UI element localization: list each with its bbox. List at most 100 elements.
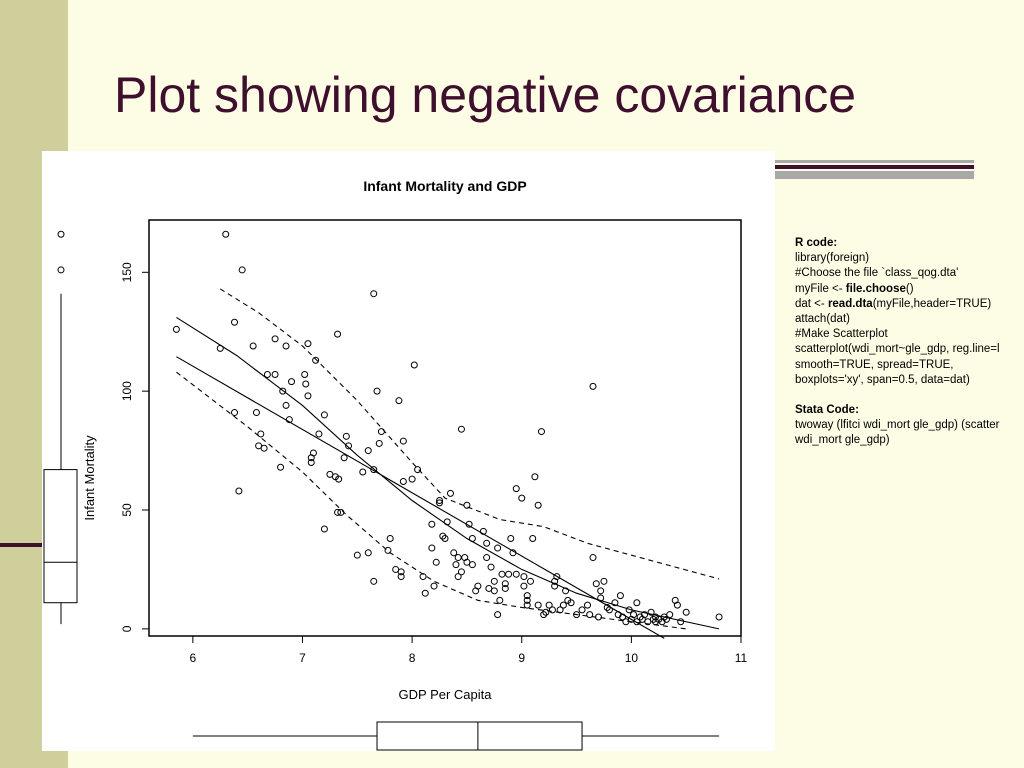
data-point: [432, 558, 440, 566]
data-point: [589, 554, 597, 562]
data-point: [249, 342, 257, 350]
data-point: [662, 615, 670, 623]
data-point: [603, 603, 611, 611]
data-point: [410, 361, 418, 369]
data-point: [260, 444, 268, 452]
data-point: [457, 425, 465, 433]
data-point: [505, 570, 513, 578]
decorative-bars: [774, 160, 974, 180]
code-text: boxplots='xy', span=0.5, data=dat): [795, 373, 970, 386]
data-point: [682, 608, 690, 616]
data-point: [559, 601, 567, 609]
data-point: [370, 577, 378, 585]
data-point: [370, 290, 378, 298]
data-point: [384, 546, 392, 554]
data-point: [633, 599, 641, 607]
data-point: [542, 608, 550, 616]
data-point: [428, 520, 436, 528]
code-text: myFile <-: [795, 282, 846, 295]
r-code-line: #Make Scatterplot: [795, 327, 1024, 342]
data-point: [238, 266, 246, 274]
data-point: [463, 501, 471, 509]
data-point: [518, 494, 526, 502]
data-point: [501, 580, 509, 588]
data-point: [483, 539, 491, 547]
data-point: [520, 582, 528, 590]
y-tick-label: 100: [120, 381, 134, 401]
data-point: [597, 594, 605, 602]
x-tick-label: 10: [625, 651, 639, 665]
data-point: [545, 601, 553, 609]
data-point: [428, 544, 436, 552]
data-point: [494, 544, 502, 552]
data-point: [235, 487, 243, 495]
data-point: [335, 475, 343, 483]
data-point: [359, 468, 367, 476]
data-point: [454, 554, 462, 562]
data-point: [216, 344, 224, 352]
data-point: [553, 573, 561, 581]
code-text: scatterplot(wdi_mort~gle_gdp, reg.line=l: [795, 343, 1000, 356]
data-point: [364, 447, 372, 455]
y-axis-label: Infant Mortality: [82, 435, 97, 521]
r-code-heading: R code:: [795, 237, 838, 249]
stata-code-line: twoway (lfitci wdi_mort gle_gdp) (scatte…: [795, 419, 1000, 432]
data-point: [523, 596, 531, 604]
data-point: [529, 535, 537, 543]
data-point: [483, 554, 491, 562]
data-point: [562, 587, 570, 595]
r-code-line: boxplots='xy', span=0.5, data=dat): [795, 373, 1024, 388]
left-accent-line: [0, 543, 44, 547]
data-point: [465, 520, 473, 528]
code-text: dat <-: [795, 297, 828, 310]
data-point: [304, 392, 312, 400]
data-point: [649, 615, 657, 623]
code-spacer: [795, 388, 1024, 403]
data-point: [399, 437, 407, 445]
data-point: [490, 577, 498, 585]
data-point: [496, 596, 504, 604]
spread-upper-line: [219, 288, 720, 580]
x-tick-label: 7: [299, 651, 306, 665]
stata-code-line: wdi_mort gle_gdp): [795, 434, 890, 447]
data-point: [353, 551, 361, 559]
data-point: [512, 485, 520, 493]
data-point: [537, 428, 545, 436]
data-point: [454, 573, 462, 581]
data-point: [573, 611, 581, 619]
r-code-line: attach(dat): [795, 312, 1024, 327]
r-code-line: dat <- read.dta(myFile,header=TRUE): [795, 297, 1024, 312]
y-boxplot-box: [43, 469, 78, 604]
data-point: [548, 606, 556, 614]
data-point: [408, 475, 416, 483]
data-point: [468, 561, 476, 569]
data-point: [589, 382, 597, 390]
data-point: [419, 573, 427, 581]
data-point: [309, 449, 317, 457]
data-point: [397, 573, 405, 581]
data-point: [271, 335, 279, 343]
data-point: [370, 466, 378, 474]
data-point: [414, 466, 422, 474]
data-point: [498, 570, 506, 578]
data-point: [666, 611, 674, 619]
y-tick-label: 50: [120, 503, 134, 517]
data-point: [399, 477, 407, 485]
data-point: [377, 428, 385, 436]
code-text: library(foreign): [795, 252, 870, 265]
data-point: [430, 582, 438, 590]
data-point: [527, 577, 535, 585]
data-point: [271, 371, 279, 379]
data-point: [279, 387, 287, 395]
data-point: [611, 599, 619, 607]
data-point: [540, 611, 548, 619]
code-text: (myFile,header=TRUE): [872, 297, 992, 310]
x-axis-label: GDP Per Capita: [399, 687, 493, 702]
data-point: [334, 508, 342, 516]
data-point: [277, 463, 285, 471]
data-point: [490, 587, 498, 595]
data-point: [397, 568, 405, 576]
y-tick-label: 150: [120, 262, 134, 282]
y-boxplot-outlier: [57, 266, 65, 274]
decorative-bar: [774, 160, 974, 163]
